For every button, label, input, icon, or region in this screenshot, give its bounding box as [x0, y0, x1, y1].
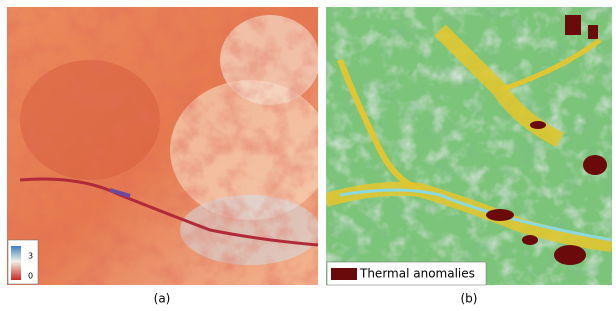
caption: (b) — [461, 292, 478, 306]
legend: Thermal anomalies — [327, 262, 486, 285]
caption: (a) — [154, 292, 171, 306]
colorbar-max: 3 — [28, 252, 33, 261]
map-b — [326, 7, 612, 285]
legend-label: Thermal anomalies — [359, 267, 475, 281]
colorbar-min: 0 — [28, 272, 33, 281]
colorbar: 3 0 — [8, 240, 38, 284]
map-a — [7, 7, 330, 285]
figure: 3 0 Thermal anomalies (a) (b) — [0, 0, 616, 311]
